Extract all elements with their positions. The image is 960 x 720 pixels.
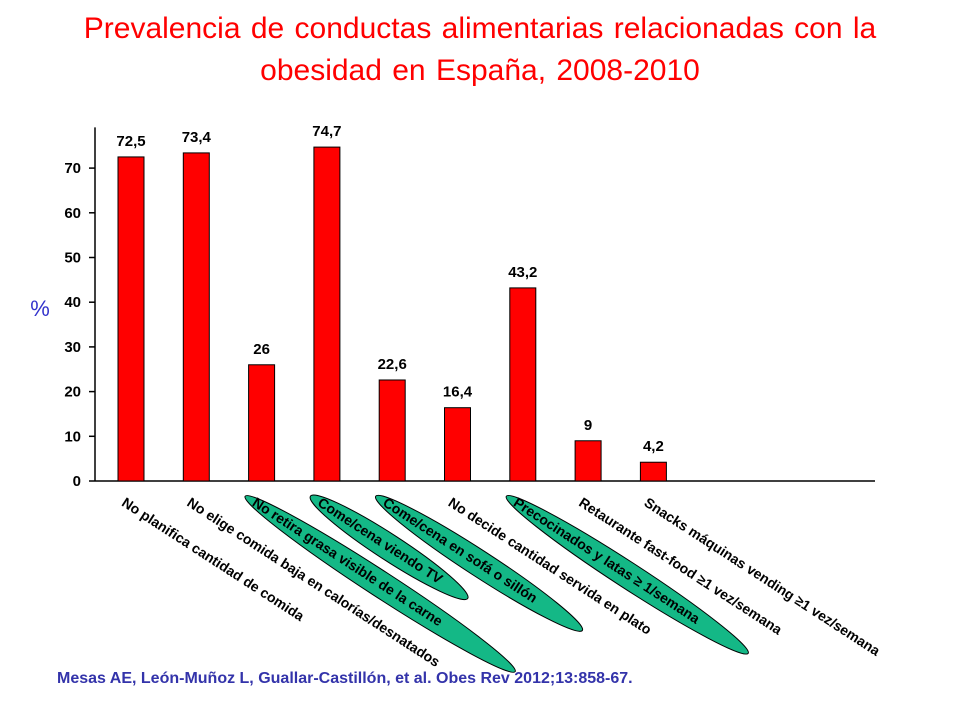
bar-no-elige-comida-baja-en-calorias-desnatados — [182, 152, 210, 482]
bar-come-cena-en-sofa-o-sillon — [378, 379, 406, 482]
y-tick-label: 10 — [64, 428, 81, 445]
bar-no-retira-grasa-visible-de-la-carne — [248, 364, 276, 482]
data-label: 22,6 — [378, 356, 407, 373]
bar-come-cena-viendo-tv — [313, 146, 341, 482]
y-tick-label: 0 — [73, 473, 81, 490]
data-label: 73,4 — [182, 129, 212, 146]
data-label: 26 — [253, 341, 270, 358]
bar-no-decide-cantidad-servida-en-plato — [444, 407, 471, 482]
y-tick-label: 40 — [64, 294, 81, 311]
y-tick-label: 60 — [64, 205, 81, 222]
chart-title: Prevalencia de conductas alimentarias re… — [83, 12, 877, 87]
data-label: 4,2 — [643, 438, 664, 455]
y-axis: 0 10 20 30 40 50 60 70% — [30, 127, 875, 490]
bar-retaurante-fast-food-1-vez-semana — [574, 440, 602, 482]
category-label-snacks-maquinas-vending-1-vez-semana: Snacks máquinas vending ≥1 vez/semana — [641, 494, 883, 659]
y-tick-label: 70 — [64, 160, 81, 177]
citation: Mesas AE, León-Muñoz L, Guallar-Castilló… — [57, 670, 633, 687]
y-axis-label: % — [30, 296, 50, 321]
data-label: 16,4 — [443, 384, 473, 401]
data-label: 9 — [584, 417, 592, 434]
highlight-ellipse-no-retira-grasa-visible-de-la-carne — [244, 495, 516, 673]
highlight-ellipse-come-cena-en-sofa-o-sillon — [374, 494, 584, 632]
highlight-ellipses — [244, 494, 749, 673]
bars: 72,5 73,4 26 74,7 22,6 16,4 43,2 9 4,2 — [116, 123, 667, 482]
data-label: 74,7 — [312, 123, 341, 140]
highlight-ellipse-come-cena-viendo-tv — [309, 494, 469, 601]
data-label: 72,5 — [116, 133, 145, 150]
y-tick-label: 50 — [64, 250, 81, 267]
bar-no-planifica-cantidad-de-comida — [117, 156, 145, 482]
bar-precocinados-y-latas-1-semana — [509, 287, 537, 482]
y-tick-label: 20 — [64, 384, 81, 401]
data-label: 43,2 — [508, 264, 537, 281]
highlight-ellipse-precocinados-y-latas-1-semana — [505, 494, 749, 655]
y-tick-label: 30 — [64, 339, 81, 356]
bar-snacks-maquinas-vending-1-vez-semana — [639, 461, 667, 482]
